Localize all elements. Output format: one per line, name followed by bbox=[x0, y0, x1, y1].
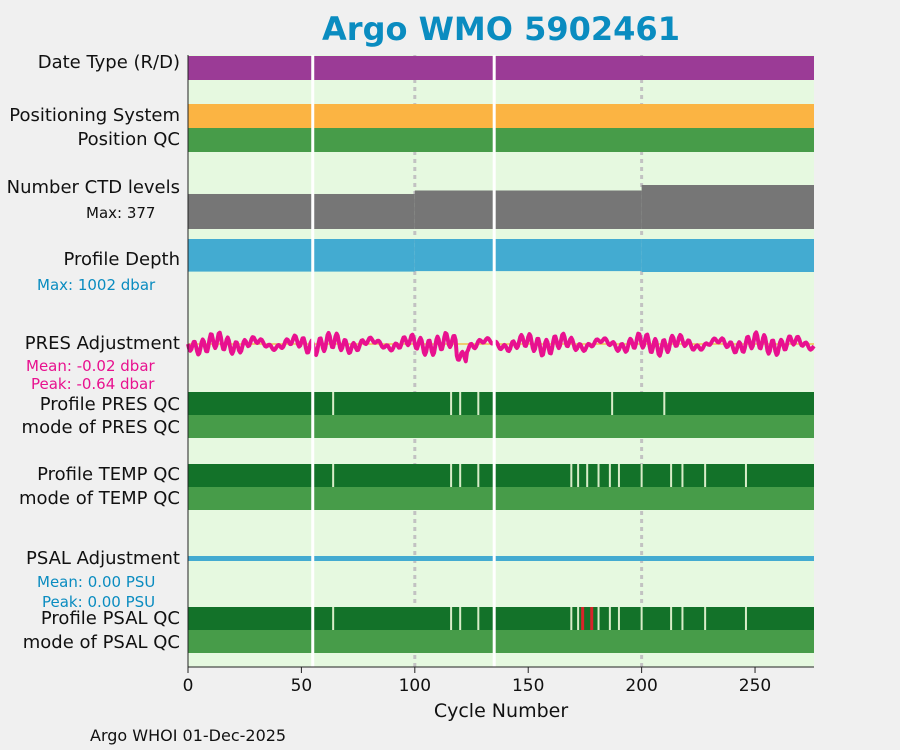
x-tick-label: 100 bbox=[398, 676, 432, 696]
ctd-levels-bar bbox=[641, 185, 814, 229]
qc-flag-mark bbox=[608, 464, 611, 487]
x-axis-label: Cycle Number bbox=[433, 700, 569, 722]
profile-depth-bar bbox=[641, 239, 814, 272]
label-psal-qc: Profile PSAL QC bbox=[40, 608, 180, 629]
qc-flag-mark bbox=[570, 464, 573, 487]
ctd-levels-bar bbox=[414, 190, 642, 229]
qc-flag-mark bbox=[681, 464, 684, 487]
qc-flag-mark bbox=[744, 607, 747, 630]
qc-flag-mark bbox=[586, 464, 589, 487]
date-type-bar bbox=[188, 56, 814, 80]
label-pres-adjustment: PRES Adjustment bbox=[24, 333, 180, 354]
label-pres-mode: mode of PRES QC bbox=[21, 417, 180, 438]
temp-qc-bar bbox=[188, 464, 814, 487]
label-psal-adjustment: PSAL Adjustment bbox=[25, 548, 180, 569]
chart-title: Argo WMO 5902461 bbox=[322, 10, 680, 48]
qc-flag-mark bbox=[663, 392, 666, 415]
qc-flag-mark bbox=[617, 607, 620, 630]
qc-flag-mark bbox=[477, 392, 480, 415]
qc-flag-mark bbox=[744, 464, 747, 487]
qc-flag-mark bbox=[477, 464, 480, 487]
qc-flag-mark bbox=[640, 607, 643, 630]
psal-qc-bar bbox=[188, 607, 814, 630]
qc-flag-mark bbox=[597, 607, 600, 630]
qc-flag-mark bbox=[577, 464, 580, 487]
qc-flag-mark bbox=[704, 464, 707, 487]
qc-flag-mark bbox=[704, 607, 707, 630]
missing-cycle-gap bbox=[492, 55, 496, 667]
qc-flag-mark bbox=[681, 607, 684, 630]
qc-flag-mark bbox=[450, 607, 453, 630]
label-psal-peak: Peak: 0.00 PSU bbox=[42, 593, 156, 611]
label-positioning-system: Positioning System bbox=[9, 105, 180, 126]
pres-adjustment-line bbox=[186, 330, 816, 364]
profile-depth-bar bbox=[188, 239, 415, 272]
label-pres-mean: Mean: -0.02 dbar bbox=[26, 357, 155, 375]
position-qc-bar bbox=[188, 128, 814, 152]
qc-flag-mark bbox=[597, 464, 600, 487]
qc-flag-mark bbox=[459, 607, 462, 630]
psal-adjustment-line bbox=[188, 556, 814, 561]
label-ctd-max: Max: 377 bbox=[86, 204, 156, 222]
qc-flag-mark bbox=[332, 607, 335, 630]
pres-mode-bar bbox=[188, 415, 814, 438]
label-ctd-levels: Number CTD levels bbox=[6, 177, 180, 198]
psal-mode-bar bbox=[188, 630, 814, 653]
label-position-qc: Position QC bbox=[77, 129, 180, 150]
footer-credit: Argo WHOI 01-Dec-2025 bbox=[90, 726, 287, 745]
qc-flag-mark bbox=[450, 392, 453, 415]
label-pres-peak: Peak: -0.64 dbar bbox=[31, 375, 155, 393]
qc-flag-mark bbox=[577, 607, 580, 630]
missing-cycle-gap bbox=[311, 55, 315, 667]
ctd-levels-bar bbox=[188, 193, 415, 229]
label-temp-qc: Profile TEMP QC bbox=[37, 464, 180, 485]
qc-flag-mark bbox=[477, 607, 480, 630]
pres-qc-bar bbox=[188, 392, 814, 415]
label-profile-depth: Profile Depth bbox=[63, 249, 180, 270]
label-date-type: Date Type (R/D) bbox=[37, 52, 180, 73]
qc-flag-mark bbox=[617, 464, 620, 487]
qc-flag-mark bbox=[611, 392, 614, 415]
x-tick-label: 50 bbox=[290, 676, 313, 696]
x-tick-label: 150 bbox=[511, 676, 545, 696]
qc-flag-mark bbox=[670, 464, 673, 487]
qc-flag-mark bbox=[459, 464, 462, 487]
plot-background bbox=[188, 55, 814, 667]
qc-flag-mark bbox=[670, 607, 673, 630]
label-psal-mean: Mean: 0.00 PSU bbox=[37, 573, 156, 591]
x-tick-label: 200 bbox=[625, 676, 658, 696]
x-tick-label: 250 bbox=[738, 676, 772, 696]
psal-bad-flag bbox=[590, 607, 594, 630]
qc-flag-mark bbox=[332, 392, 335, 415]
psal-bad-flag bbox=[581, 607, 585, 630]
qc-flag-mark bbox=[459, 392, 462, 415]
temp-mode-bar bbox=[188, 487, 814, 510]
profile-depth-bar bbox=[414, 239, 642, 272]
qc-flag-mark bbox=[332, 464, 335, 487]
label-depth-max: Max: 1002 dbar bbox=[37, 276, 156, 294]
label-psal-mode: mode of PSAL QC bbox=[22, 632, 180, 653]
qc-flag-mark bbox=[450, 464, 453, 487]
label-pres-qc: Profile PRES QC bbox=[39, 394, 180, 415]
x-tick-label: 0 bbox=[182, 676, 194, 696]
qc-flag-mark bbox=[640, 464, 643, 487]
qc-flag-mark bbox=[608, 607, 611, 630]
positioning-system-bar bbox=[188, 104, 814, 128]
qc-flag-mark bbox=[570, 607, 573, 630]
label-temp-mode: mode of TEMP QC bbox=[18, 488, 180, 509]
